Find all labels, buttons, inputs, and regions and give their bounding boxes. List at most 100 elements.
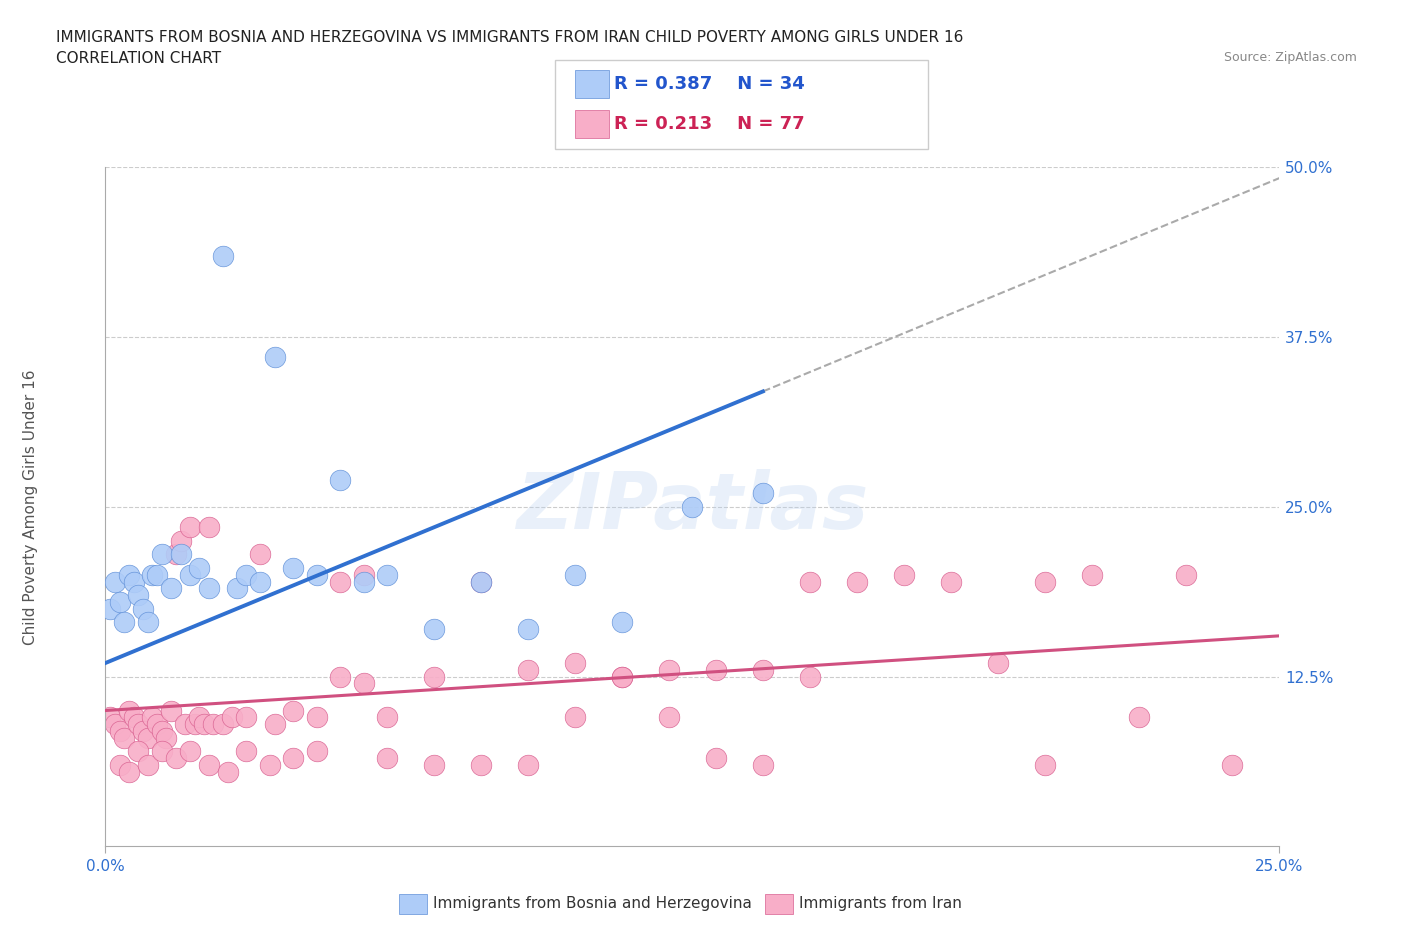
Point xyxy=(160,703,183,718)
Point xyxy=(104,717,127,732)
Point xyxy=(193,717,215,732)
Point xyxy=(893,567,915,582)
Point xyxy=(155,730,177,745)
Point xyxy=(104,574,127,589)
Point xyxy=(517,757,540,772)
Point xyxy=(423,621,446,636)
Point xyxy=(202,717,225,732)
Point xyxy=(1174,567,1197,582)
Point xyxy=(249,547,271,562)
Point xyxy=(423,757,446,772)
Point xyxy=(305,710,328,724)
Point xyxy=(118,567,141,582)
Point xyxy=(235,710,257,724)
Text: R = 0.213    N = 77: R = 0.213 N = 77 xyxy=(614,114,806,133)
Point xyxy=(263,350,285,365)
Point xyxy=(564,656,586,671)
Point xyxy=(217,764,239,779)
Point xyxy=(752,757,775,772)
Point xyxy=(1033,757,1056,772)
Point xyxy=(305,567,328,582)
Point xyxy=(136,757,159,772)
Point xyxy=(249,574,271,589)
Point xyxy=(197,520,219,535)
Point xyxy=(658,662,681,677)
Point xyxy=(211,717,233,732)
Point xyxy=(183,717,205,732)
Point xyxy=(108,757,131,772)
Point xyxy=(610,615,633,630)
Point xyxy=(283,703,305,718)
Point xyxy=(470,574,492,589)
Point xyxy=(108,594,131,609)
Point xyxy=(375,751,398,765)
Point xyxy=(150,547,173,562)
Point xyxy=(564,710,586,724)
Point xyxy=(98,710,121,724)
Point xyxy=(845,574,868,589)
Point xyxy=(423,670,446,684)
Point xyxy=(150,724,173,738)
Point xyxy=(118,703,141,718)
Text: Immigrants from Bosnia and Herzegovina: Immigrants from Bosnia and Herzegovina xyxy=(433,897,752,911)
Point xyxy=(221,710,243,724)
Point xyxy=(752,662,775,677)
Point xyxy=(179,744,201,759)
Point xyxy=(141,710,163,724)
Point xyxy=(150,744,173,759)
Point xyxy=(211,248,233,263)
Point xyxy=(375,710,398,724)
Point xyxy=(132,724,155,738)
Point xyxy=(799,574,821,589)
Point xyxy=(329,574,352,589)
Point xyxy=(283,751,305,765)
Point xyxy=(169,534,191,549)
Point xyxy=(1033,574,1056,589)
Text: Child Poverty Among Girls Under 16: Child Poverty Among Girls Under 16 xyxy=(24,369,38,644)
Point xyxy=(112,730,135,745)
Point xyxy=(259,757,281,772)
Point xyxy=(188,561,211,576)
Point xyxy=(146,717,169,732)
Point xyxy=(1080,567,1102,582)
Point xyxy=(1128,710,1150,724)
Point xyxy=(752,485,775,500)
Point xyxy=(939,574,962,589)
Point xyxy=(127,588,149,603)
Point xyxy=(179,520,201,535)
Point xyxy=(136,615,159,630)
Point xyxy=(353,574,375,589)
Text: Immigrants from Iran: Immigrants from Iran xyxy=(799,897,962,911)
Point xyxy=(375,567,398,582)
Point xyxy=(283,561,305,576)
Point xyxy=(136,730,159,745)
Text: R = 0.387    N = 34: R = 0.387 N = 34 xyxy=(614,75,806,93)
Point xyxy=(235,567,257,582)
Point xyxy=(141,567,163,582)
Point xyxy=(122,710,145,724)
Point xyxy=(197,581,219,596)
Point xyxy=(132,602,155,617)
Point xyxy=(179,567,201,582)
Point xyxy=(127,744,149,759)
Point xyxy=(658,710,681,724)
Point xyxy=(165,751,187,765)
Point xyxy=(517,662,540,677)
Point xyxy=(174,717,197,732)
Point xyxy=(146,567,169,582)
Point xyxy=(353,676,375,691)
Point xyxy=(235,744,257,759)
Point xyxy=(517,621,540,636)
Point xyxy=(329,472,352,487)
Point xyxy=(226,581,249,596)
Point xyxy=(188,710,211,724)
Point xyxy=(799,670,821,684)
Point xyxy=(165,547,187,562)
Point xyxy=(329,670,352,684)
Point xyxy=(987,656,1010,671)
Point xyxy=(197,757,219,772)
Point xyxy=(704,751,727,765)
Text: IMMIGRANTS FROM BOSNIA AND HERZEGOVINA VS IMMIGRANTS FROM IRAN CHILD POVERTY AMO: IMMIGRANTS FROM BOSNIA AND HERZEGOVINA V… xyxy=(56,30,963,45)
Point xyxy=(353,567,375,582)
Point xyxy=(470,574,492,589)
